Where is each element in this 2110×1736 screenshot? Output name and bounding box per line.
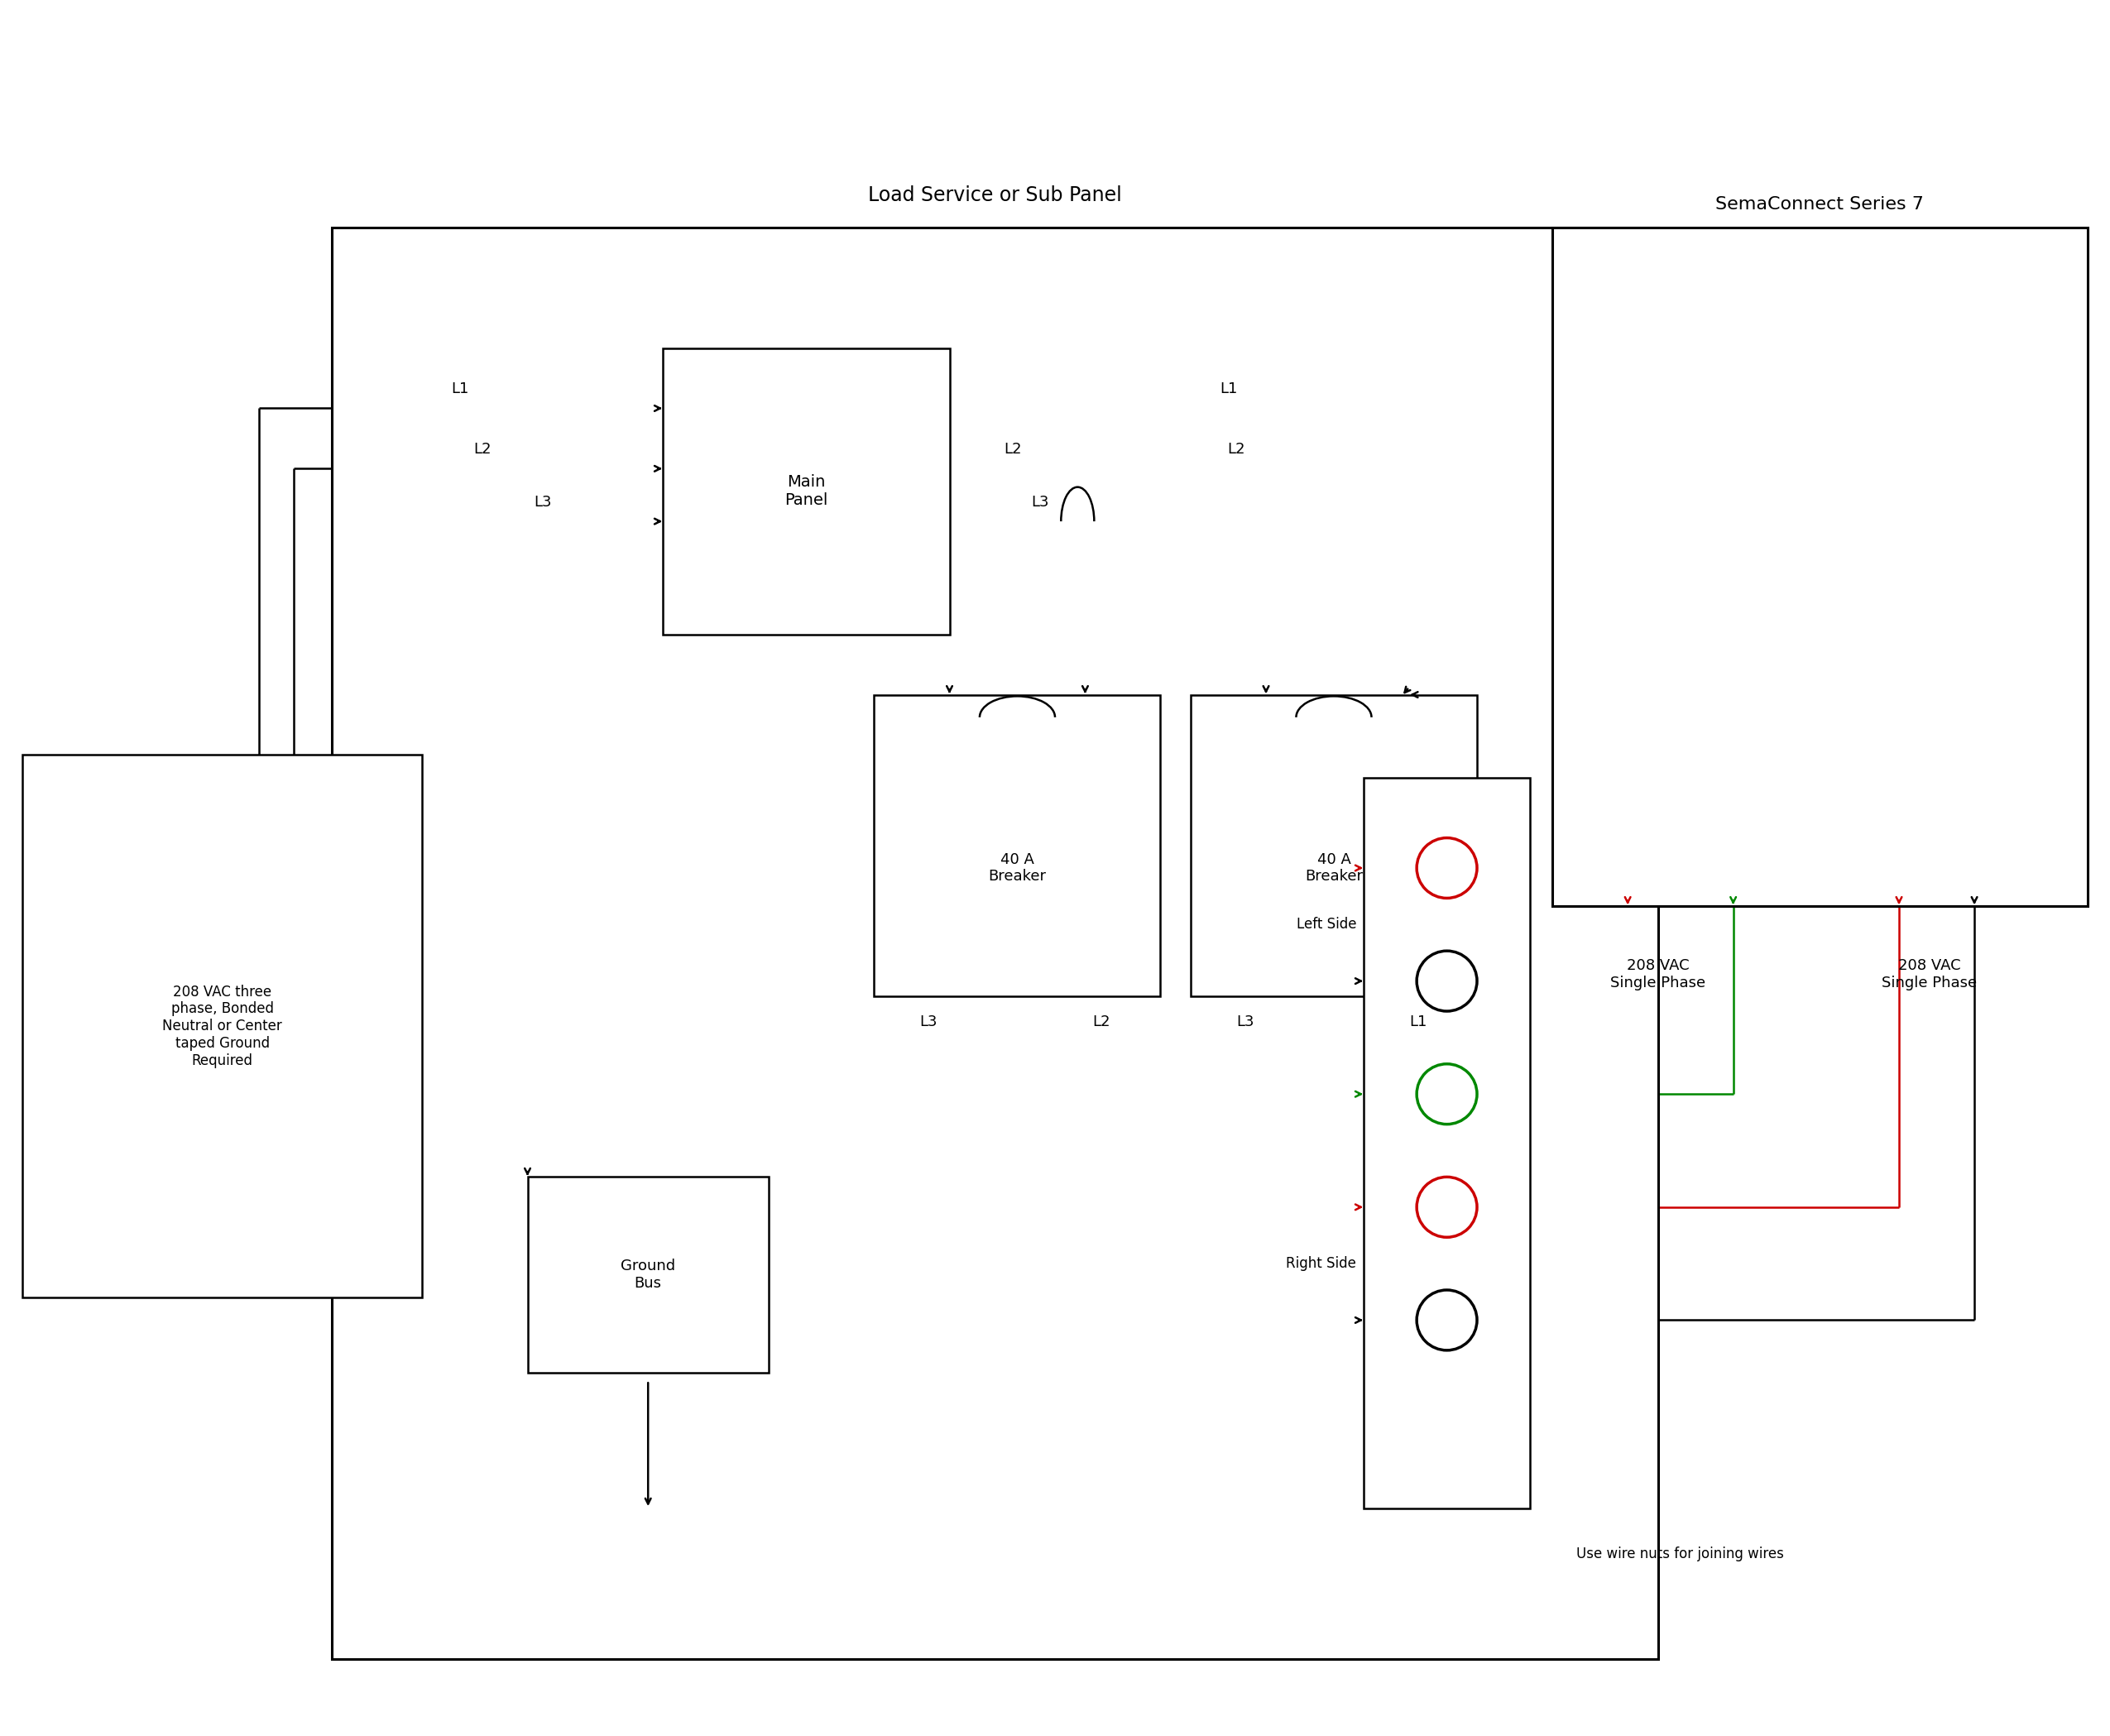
Text: L2: L2 bbox=[1093, 1014, 1110, 1029]
Text: Ground
Bus: Ground Bus bbox=[620, 1259, 675, 1292]
Text: L2: L2 bbox=[473, 441, 492, 457]
Text: L1: L1 bbox=[1220, 382, 1236, 396]
Text: 40 A
Breaker: 40 A Breaker bbox=[1304, 852, 1363, 884]
Text: 208 VAC
Single Phase: 208 VAC Single Phase bbox=[1882, 958, 1977, 991]
Text: L3: L3 bbox=[920, 1014, 937, 1029]
FancyBboxPatch shape bbox=[874, 694, 1160, 996]
Text: 40 A
Breaker: 40 A Breaker bbox=[987, 852, 1047, 884]
Text: 208 VAC
Single Phase: 208 VAC Single Phase bbox=[1610, 958, 1705, 991]
Text: Use wire nuts for joining wires: Use wire nuts for joining wires bbox=[1576, 1547, 1785, 1561]
Text: L1: L1 bbox=[1409, 1014, 1426, 1029]
Text: Load Service or Sub Panel: Load Service or Sub Panel bbox=[867, 186, 1123, 205]
Text: L3: L3 bbox=[1236, 1014, 1253, 1029]
Text: L3: L3 bbox=[534, 495, 551, 509]
Text: L2: L2 bbox=[1226, 441, 1245, 457]
FancyBboxPatch shape bbox=[528, 1177, 768, 1373]
FancyBboxPatch shape bbox=[1363, 778, 1530, 1509]
Text: Right Side: Right Side bbox=[1287, 1257, 1357, 1271]
Text: Left Side: Left Side bbox=[1296, 917, 1357, 932]
Text: SemaConnect Series 7: SemaConnect Series 7 bbox=[1715, 196, 1924, 212]
FancyBboxPatch shape bbox=[23, 755, 422, 1297]
FancyBboxPatch shape bbox=[331, 227, 1658, 1660]
Text: 208 VAC three
phase, Bonded
Neutral or Center
taped Ground
Required: 208 VAC three phase, Bonded Neutral or C… bbox=[162, 984, 283, 1068]
Text: Main
Panel: Main Panel bbox=[785, 474, 827, 509]
Text: L2: L2 bbox=[1004, 441, 1021, 457]
Text: L3: L3 bbox=[1032, 495, 1049, 509]
Text: L1: L1 bbox=[452, 382, 468, 396]
FancyBboxPatch shape bbox=[663, 347, 949, 634]
FancyBboxPatch shape bbox=[1190, 694, 1477, 996]
FancyBboxPatch shape bbox=[1553, 227, 2087, 906]
